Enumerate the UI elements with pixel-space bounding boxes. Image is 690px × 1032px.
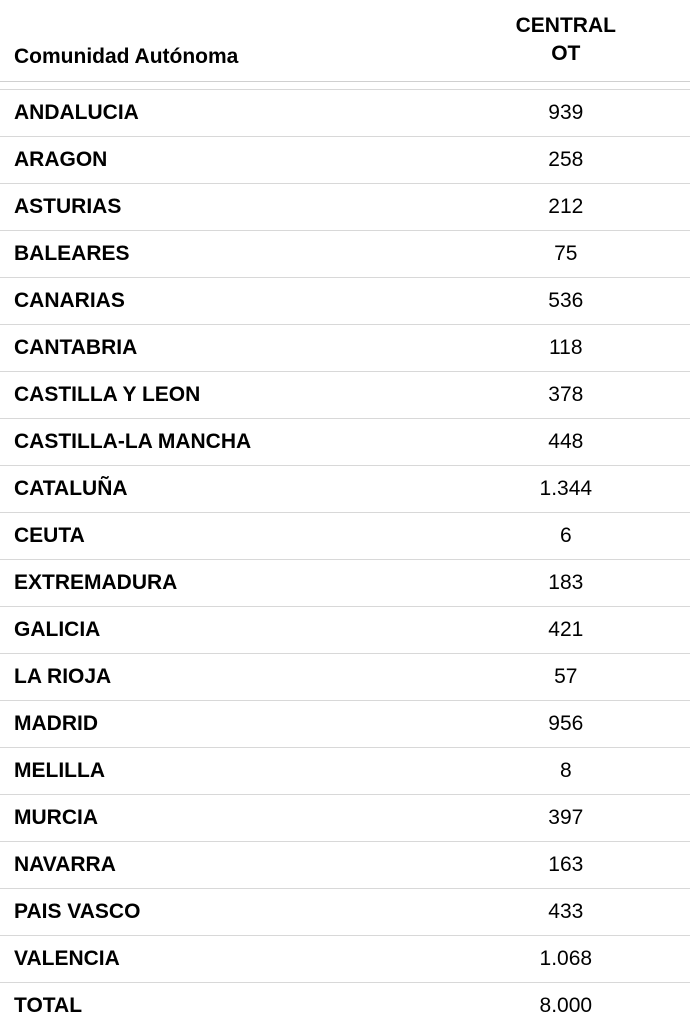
cell-region: LA RIOJA [0, 653, 442, 700]
cell-region: BALEARES [0, 230, 442, 277]
cell-region: MADRID [0, 700, 442, 747]
cell-region: EXTREMADURA [0, 559, 442, 606]
cell-value: 118 [442, 324, 690, 371]
cell-value: 57 [442, 653, 690, 700]
table-row: MADRID956 [0, 700, 690, 747]
cell-region: CANARIAS [0, 277, 442, 324]
header-region: Comunidad Autónoma [0, 0, 442, 81]
cell-region: GALICIA [0, 606, 442, 653]
table-row: BALEARES75 [0, 230, 690, 277]
cell-region: CASTILLA Y LEON [0, 371, 442, 418]
table-row: CANARIAS536 [0, 277, 690, 324]
cell-region: CEUTA [0, 512, 442, 559]
table-row: EXTREMADURA183 [0, 559, 690, 606]
table-body: ANDALUCIA939ARAGON258ASTURIAS212BALEARES… [0, 81, 690, 1032]
table-row: MELILLA8 [0, 747, 690, 794]
cell-value: 956 [442, 700, 690, 747]
cell-value: 421 [442, 606, 690, 653]
cell-region: NAVARRA [0, 841, 442, 888]
data-table-container: Comunidad Autónoma CENTRAL OT ANDALUCIA9… [0, 0, 690, 1032]
cell-region: ANDALUCIA [0, 89, 442, 136]
cell-region: CASTILLA-LA MANCHA [0, 418, 442, 465]
table-row: CASTILLA-LA MANCHA448 [0, 418, 690, 465]
cell-region: VALENCIA [0, 935, 442, 982]
cell-value: 448 [442, 418, 690, 465]
cell-value: 163 [442, 841, 690, 888]
table-row: ARAGON258 [0, 136, 690, 183]
table-row: PAIS VASCO433 [0, 888, 690, 935]
cell-value: 1.068 [442, 935, 690, 982]
cell-value: 212 [442, 183, 690, 230]
table-row: CASTILLA Y LEON378 [0, 371, 690, 418]
table-header: Comunidad Autónoma CENTRAL OT [0, 0, 690, 81]
table-row: ASTURIAS212 [0, 183, 690, 230]
data-table: Comunidad Autónoma CENTRAL OT ANDALUCIA9… [0, 0, 690, 1032]
cell-region: CATALUÑA [0, 465, 442, 512]
header-value-line2: OT [551, 42, 580, 65]
header-value: CENTRAL OT [442, 0, 690, 81]
cell-region: ASTURIAS [0, 183, 442, 230]
table-row: VALENCIA1.068 [0, 935, 690, 982]
table-row: CANTABRIA118 [0, 324, 690, 371]
cell-region: PAIS VASCO [0, 888, 442, 935]
total-label: TOTAL [0, 988, 442, 1032]
table-row: ANDALUCIA939 [0, 89, 690, 136]
header-value-line1: CENTRAL [516, 14, 616, 37]
cell-value: 75 [442, 230, 690, 277]
cell-value: 258 [442, 136, 690, 183]
cell-value: 397 [442, 794, 690, 841]
cell-region: CANTABRIA [0, 324, 442, 371]
table-row: LA RIOJA57 [0, 653, 690, 700]
cell-value: 378 [442, 371, 690, 418]
table-row: NAVARRA163 [0, 841, 690, 888]
cell-value: 1.344 [442, 465, 690, 512]
cell-value: 939 [442, 89, 690, 136]
cell-value: 536 [442, 277, 690, 324]
cell-value: 433 [442, 888, 690, 935]
cell-region: MELILLA [0, 747, 442, 794]
table-row: MURCIA397 [0, 794, 690, 841]
cell-value: 183 [442, 559, 690, 606]
cell-value: 8 [442, 747, 690, 794]
table-row: CATALUÑA1.344 [0, 465, 690, 512]
total-row: TOTAL8.000 [0, 988, 690, 1032]
table-row: GALICIA421 [0, 606, 690, 653]
cell-region: MURCIA [0, 794, 442, 841]
table-row: CEUTA6 [0, 512, 690, 559]
total-value: 8.000 [442, 988, 690, 1032]
cell-region: ARAGON [0, 136, 442, 183]
cell-value: 6 [442, 512, 690, 559]
